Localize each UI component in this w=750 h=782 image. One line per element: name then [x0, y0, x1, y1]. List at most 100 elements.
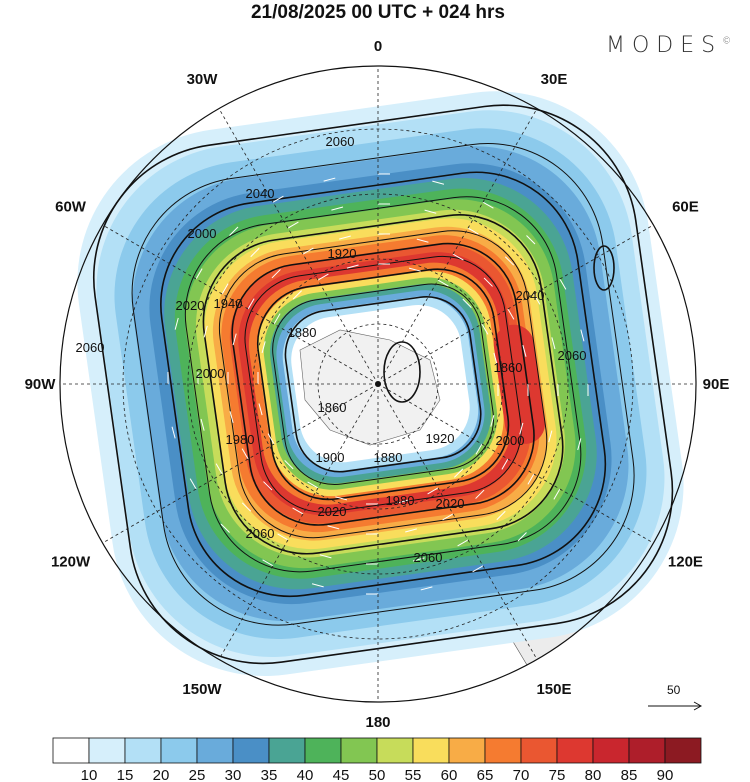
wind-vector [507, 308, 515, 320]
wind-vector [292, 507, 304, 515]
contour-line [202, 214, 564, 555]
wind-vector [548, 430, 553, 443]
colorbar: 10 15 20 25 30 35 40 45 50 55 60 65 70 75 80 85 90 [52, 737, 702, 782]
colorbar-swatch [448, 737, 486, 764]
wind-vector [527, 473, 535, 485]
contour-label: 2000 [196, 366, 225, 381]
wind-vector [496, 510, 506, 521]
colorbar-swatch [412, 737, 450, 764]
longitude-label: 60E [672, 199, 699, 216]
wind-vector [483, 277, 493, 287]
contour-label: 1900 [316, 450, 345, 465]
meridian-line [377, 108, 538, 385]
wind-vector [467, 227, 479, 235]
logo-mark: © [722, 36, 732, 47]
wind-vector [577, 438, 582, 451]
contour-label: 1860 [494, 360, 523, 375]
reference-vector-label: 50 [667, 683, 681, 697]
latitude-circle [122, 128, 634, 640]
contour-label: 1920 [426, 431, 455, 446]
contour-label: 2040 [516, 288, 545, 303]
wind-vector [424, 209, 437, 214]
contour-line [272, 283, 495, 486]
colorbar-swatch [52, 737, 90, 764]
wind-vector [250, 247, 260, 258]
latitude-circle [317, 323, 439, 445]
wind-vector [267, 433, 275, 445]
wind-vector [420, 586, 433, 591]
colorbar-swatch [160, 737, 198, 764]
meridian-line [218, 383, 379, 660]
wind-vector [481, 323, 489, 335]
contour-line [160, 171, 607, 598]
wind-vector [241, 502, 252, 512]
contour-label: 1920 [328, 246, 357, 261]
contour-label: 1880 [374, 450, 403, 465]
meridian-line [377, 224, 654, 385]
colorbar-swatch [628, 737, 666, 764]
meridian-line [102, 224, 379, 385]
wind-vector [416, 238, 429, 243]
wind-vector [273, 313, 281, 325]
longitude-label: 180 [365, 714, 390, 731]
wind-vector [442, 513, 454, 521]
wind-vector [454, 468, 464, 478]
wind-vector [462, 298, 472, 308]
colorbar-swatch [592, 737, 630, 764]
wind-vector [292, 290, 302, 300]
colorbar-swatch [232, 737, 270, 764]
wind-vector [551, 337, 556, 350]
colorbar-swatch [376, 737, 414, 764]
contour-label: 2060 [414, 550, 443, 565]
contour-labels: 2060 2040 2000 1920 1880 1940 2020 2060 2000 1980… [76, 134, 587, 565]
wind-vector [408, 267, 421, 272]
wind-vector [501, 458, 509, 470]
wind-vector [195, 268, 203, 280]
colorbar-swatch [88, 737, 126, 764]
wind-vector [553, 488, 561, 500]
longitude-label: 120E [668, 554, 703, 571]
colorbar-label: 20 [153, 767, 170, 782]
latitude-circle [187, 193, 569, 575]
contour-label: 2060 [246, 526, 275, 541]
wind-vector [475, 489, 485, 499]
contour-label: 2020 [436, 496, 465, 511]
contour-label: 2060 [76, 340, 105, 355]
wind-vector [432, 180, 445, 185]
pole-marker [375, 381, 381, 387]
longitude-label: 0 [374, 38, 382, 55]
wind-vector [457, 539, 469, 547]
contour-line [256, 268, 510, 501]
wind-vector [311, 583, 324, 588]
colorbar-label: 75 [549, 767, 566, 782]
contour-label: 1860 [318, 400, 347, 415]
colorbar-label: 60 [441, 767, 458, 782]
wind-vector [203, 325, 208, 338]
colorbar-swatch [304, 737, 342, 764]
contour-label: 2020 [318, 504, 347, 519]
wind-vector [346, 264, 359, 269]
contour-label: 1980 [386, 493, 415, 508]
contour-line [184, 196, 582, 573]
meridian-line [102, 383, 379, 544]
wind-vector [277, 533, 289, 541]
contour-label: 2040 [246, 186, 275, 201]
wind-vector [437, 279, 449, 287]
longitude-labels: 0 30E 60E 90E 120E 150E 180 150W 120W 90W 60W 30W [25, 38, 730, 731]
wind-vector [215, 463, 223, 475]
colorbar-swatch [196, 737, 234, 764]
contour-label: 2060 [326, 134, 355, 149]
wind-vector [200, 418, 205, 431]
meridian-line [377, 383, 538, 660]
wind-vector [522, 345, 527, 357]
contour-label: 2000 [496, 433, 525, 448]
wind-vector [519, 422, 524, 435]
colorbar-label: 90 [657, 767, 674, 782]
wind-vector [452, 253, 464, 261]
colorbar-label: 55 [405, 767, 422, 782]
longitude-label: 150W [182, 681, 222, 698]
contour-line [284, 296, 482, 473]
longitude-label: 90W [25, 376, 57, 393]
contour-line [92, 104, 674, 665]
